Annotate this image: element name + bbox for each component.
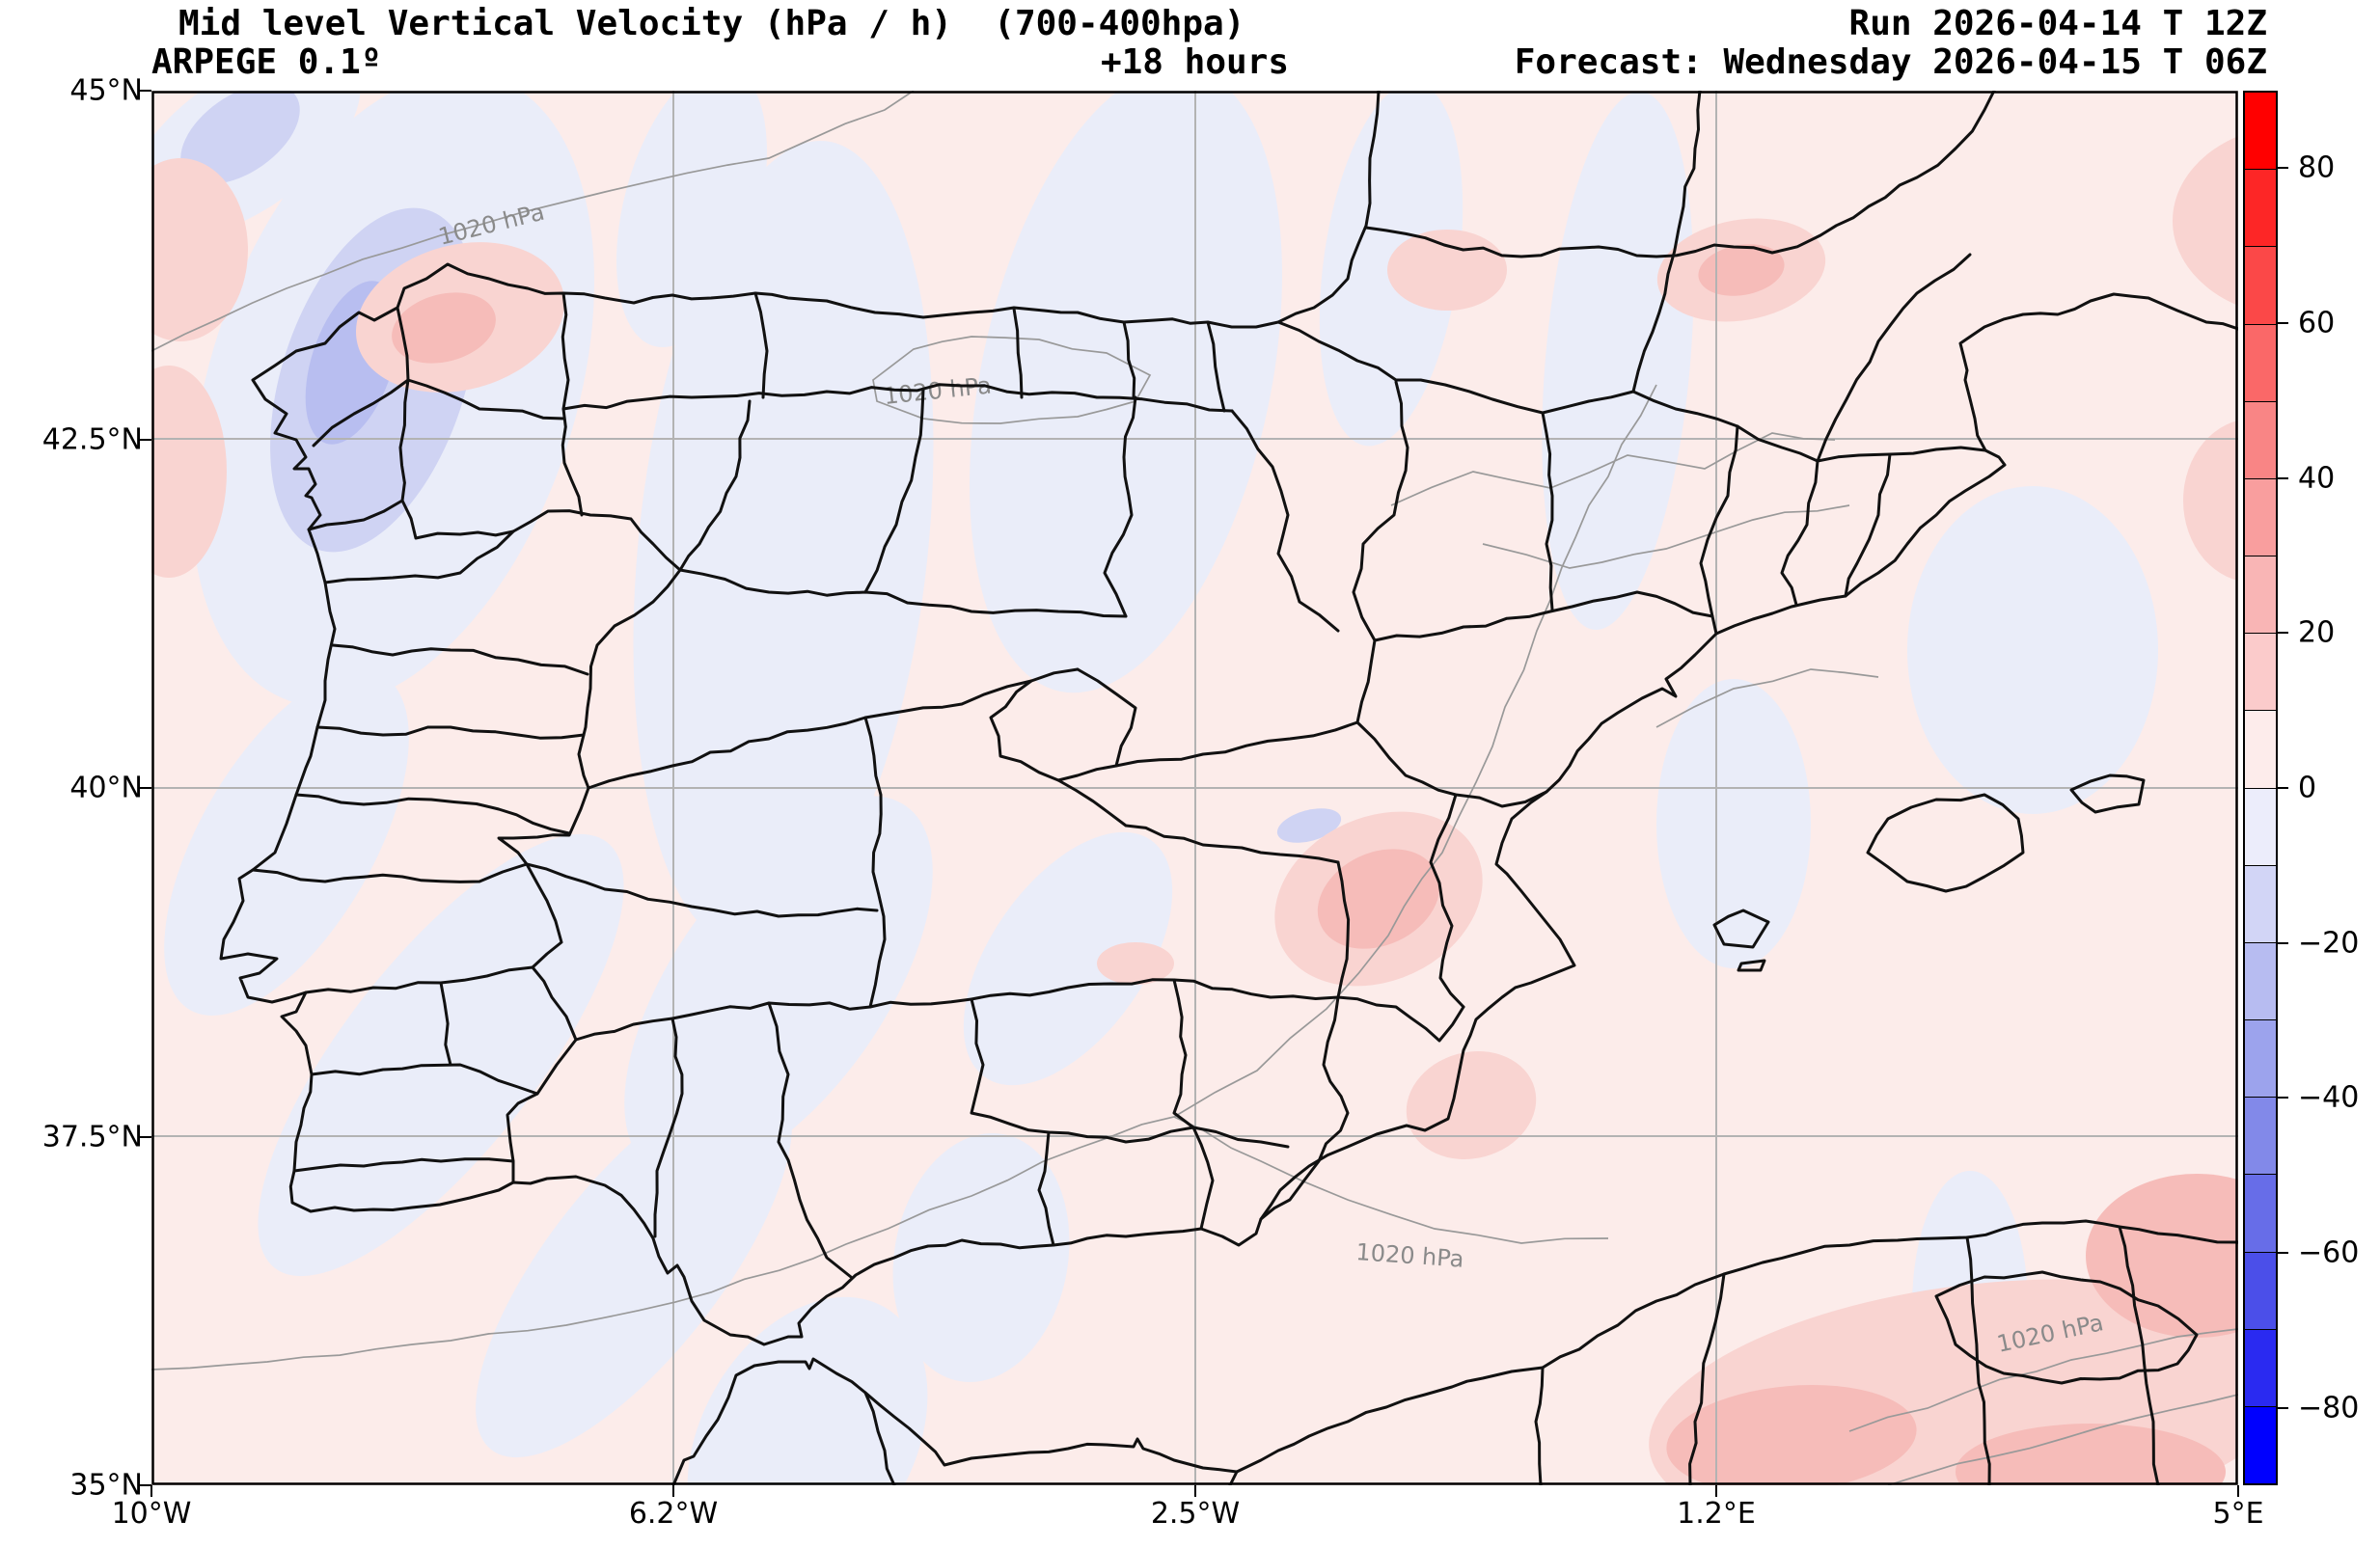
x-axis-tick bbox=[1715, 1485, 1717, 1497]
colorbar-segment bbox=[2245, 711, 2276, 789]
y-axis-tick bbox=[140, 1136, 151, 1138]
lon-tick-1-2e: 1.2°E bbox=[1677, 1497, 1756, 1531]
colorbar-segment bbox=[2245, 1098, 2276, 1176]
colorbar-tick bbox=[2278, 322, 2288, 324]
lat-tick-40n: 40°N bbox=[69, 771, 143, 805]
y-axis-tick bbox=[140, 439, 151, 441]
colorbar-label-80: 80 bbox=[2298, 150, 2336, 185]
lat-tick-35n: 35°N bbox=[69, 1468, 143, 1503]
forecast-info: Forecast: Wednesday 2026-04-15 T 06Z bbox=[1514, 42, 2267, 82]
colorbar-segment bbox=[2245, 478, 2276, 557]
colorbar-tick bbox=[2278, 1097, 2288, 1099]
lon-tick-5e: 5°E bbox=[2212, 1497, 2264, 1531]
colorbar-tick bbox=[2278, 477, 2288, 479]
colorbar-label-m40: −40 bbox=[2298, 1080, 2360, 1115]
colorbar bbox=[2243, 91, 2278, 1485]
colorbar-segment bbox=[2245, 634, 2276, 712]
colorbar-segment bbox=[2245, 1020, 2276, 1099]
y-axis-tick bbox=[140, 90, 151, 92]
colorbar-segment bbox=[2245, 1175, 2276, 1253]
lat-tick-42-5n: 42.5°N bbox=[41, 422, 143, 457]
colorbar-segment bbox=[2245, 401, 2276, 479]
colorbar-segment bbox=[2245, 865, 2276, 943]
colorbar-segment bbox=[2245, 1329, 2276, 1407]
colorbar-tick bbox=[2278, 1407, 2288, 1409]
colorbar-segment bbox=[2245, 170, 2276, 248]
x-axis-tick bbox=[672, 1485, 674, 1497]
colorbar-segment bbox=[2245, 324, 2276, 402]
lead-time: +18 hours bbox=[1100, 42, 1290, 82]
colorbar-tick bbox=[2278, 632, 2288, 634]
colorbar-segment bbox=[2245, 1406, 2276, 1484]
colorbar-segment bbox=[2245, 93, 2276, 171]
run-info: Run 2026-04-14 T 12Z bbox=[1848, 4, 2267, 43]
colorbar-segment bbox=[2245, 247, 2276, 325]
lon-tick-10w: 10°W bbox=[111, 1497, 192, 1531]
colorbar-tick bbox=[2278, 167, 2288, 169]
colorbar-label-20: 20 bbox=[2298, 615, 2336, 650]
colorbar-label-m20: −20 bbox=[2298, 926, 2360, 961]
colorbar-segment bbox=[2245, 942, 2276, 1021]
lat-tick-45n: 45°N bbox=[69, 73, 143, 108]
colorbar-tick bbox=[2278, 787, 2288, 789]
colorbar-segment bbox=[2245, 788, 2276, 866]
colorbar-label-m80: −80 bbox=[2298, 1391, 2360, 1425]
y-axis-tick bbox=[140, 787, 151, 789]
lon-tick-6-2w: 6.2°W bbox=[628, 1497, 719, 1531]
x-axis-tick bbox=[2237, 1485, 2239, 1497]
lon-tick-2-5w: 2.5°W bbox=[1150, 1497, 1241, 1531]
map-plot-area: 1020 hPa 1020 hPa 1020 hPa 1020 hPa bbox=[111, 48, 2380, 1547]
x-axis-tick bbox=[150, 1485, 152, 1497]
colorbar-segment bbox=[2245, 1252, 2276, 1330]
model-name: ARPEGE 0.1º bbox=[151, 42, 382, 82]
x-axis-tick bbox=[1194, 1485, 1196, 1497]
colorbar-label-0: 0 bbox=[2298, 771, 2317, 805]
colorbar-label-60: 60 bbox=[2298, 306, 2336, 340]
colorbar-label-40: 40 bbox=[2298, 461, 2336, 496]
colorbar-tick bbox=[2278, 942, 2288, 944]
colorbar-tick bbox=[2278, 1252, 2288, 1254]
colorbar-segment bbox=[2245, 556, 2276, 635]
lat-tick-37-5n: 37.5°N bbox=[41, 1120, 143, 1154]
chart-title: Mid level Vertical Velocity (hPa / h) (7… bbox=[178, 4, 1245, 43]
y-axis-tick bbox=[140, 1484, 151, 1486]
colorbar-label-m60: −60 bbox=[2298, 1235, 2360, 1270]
